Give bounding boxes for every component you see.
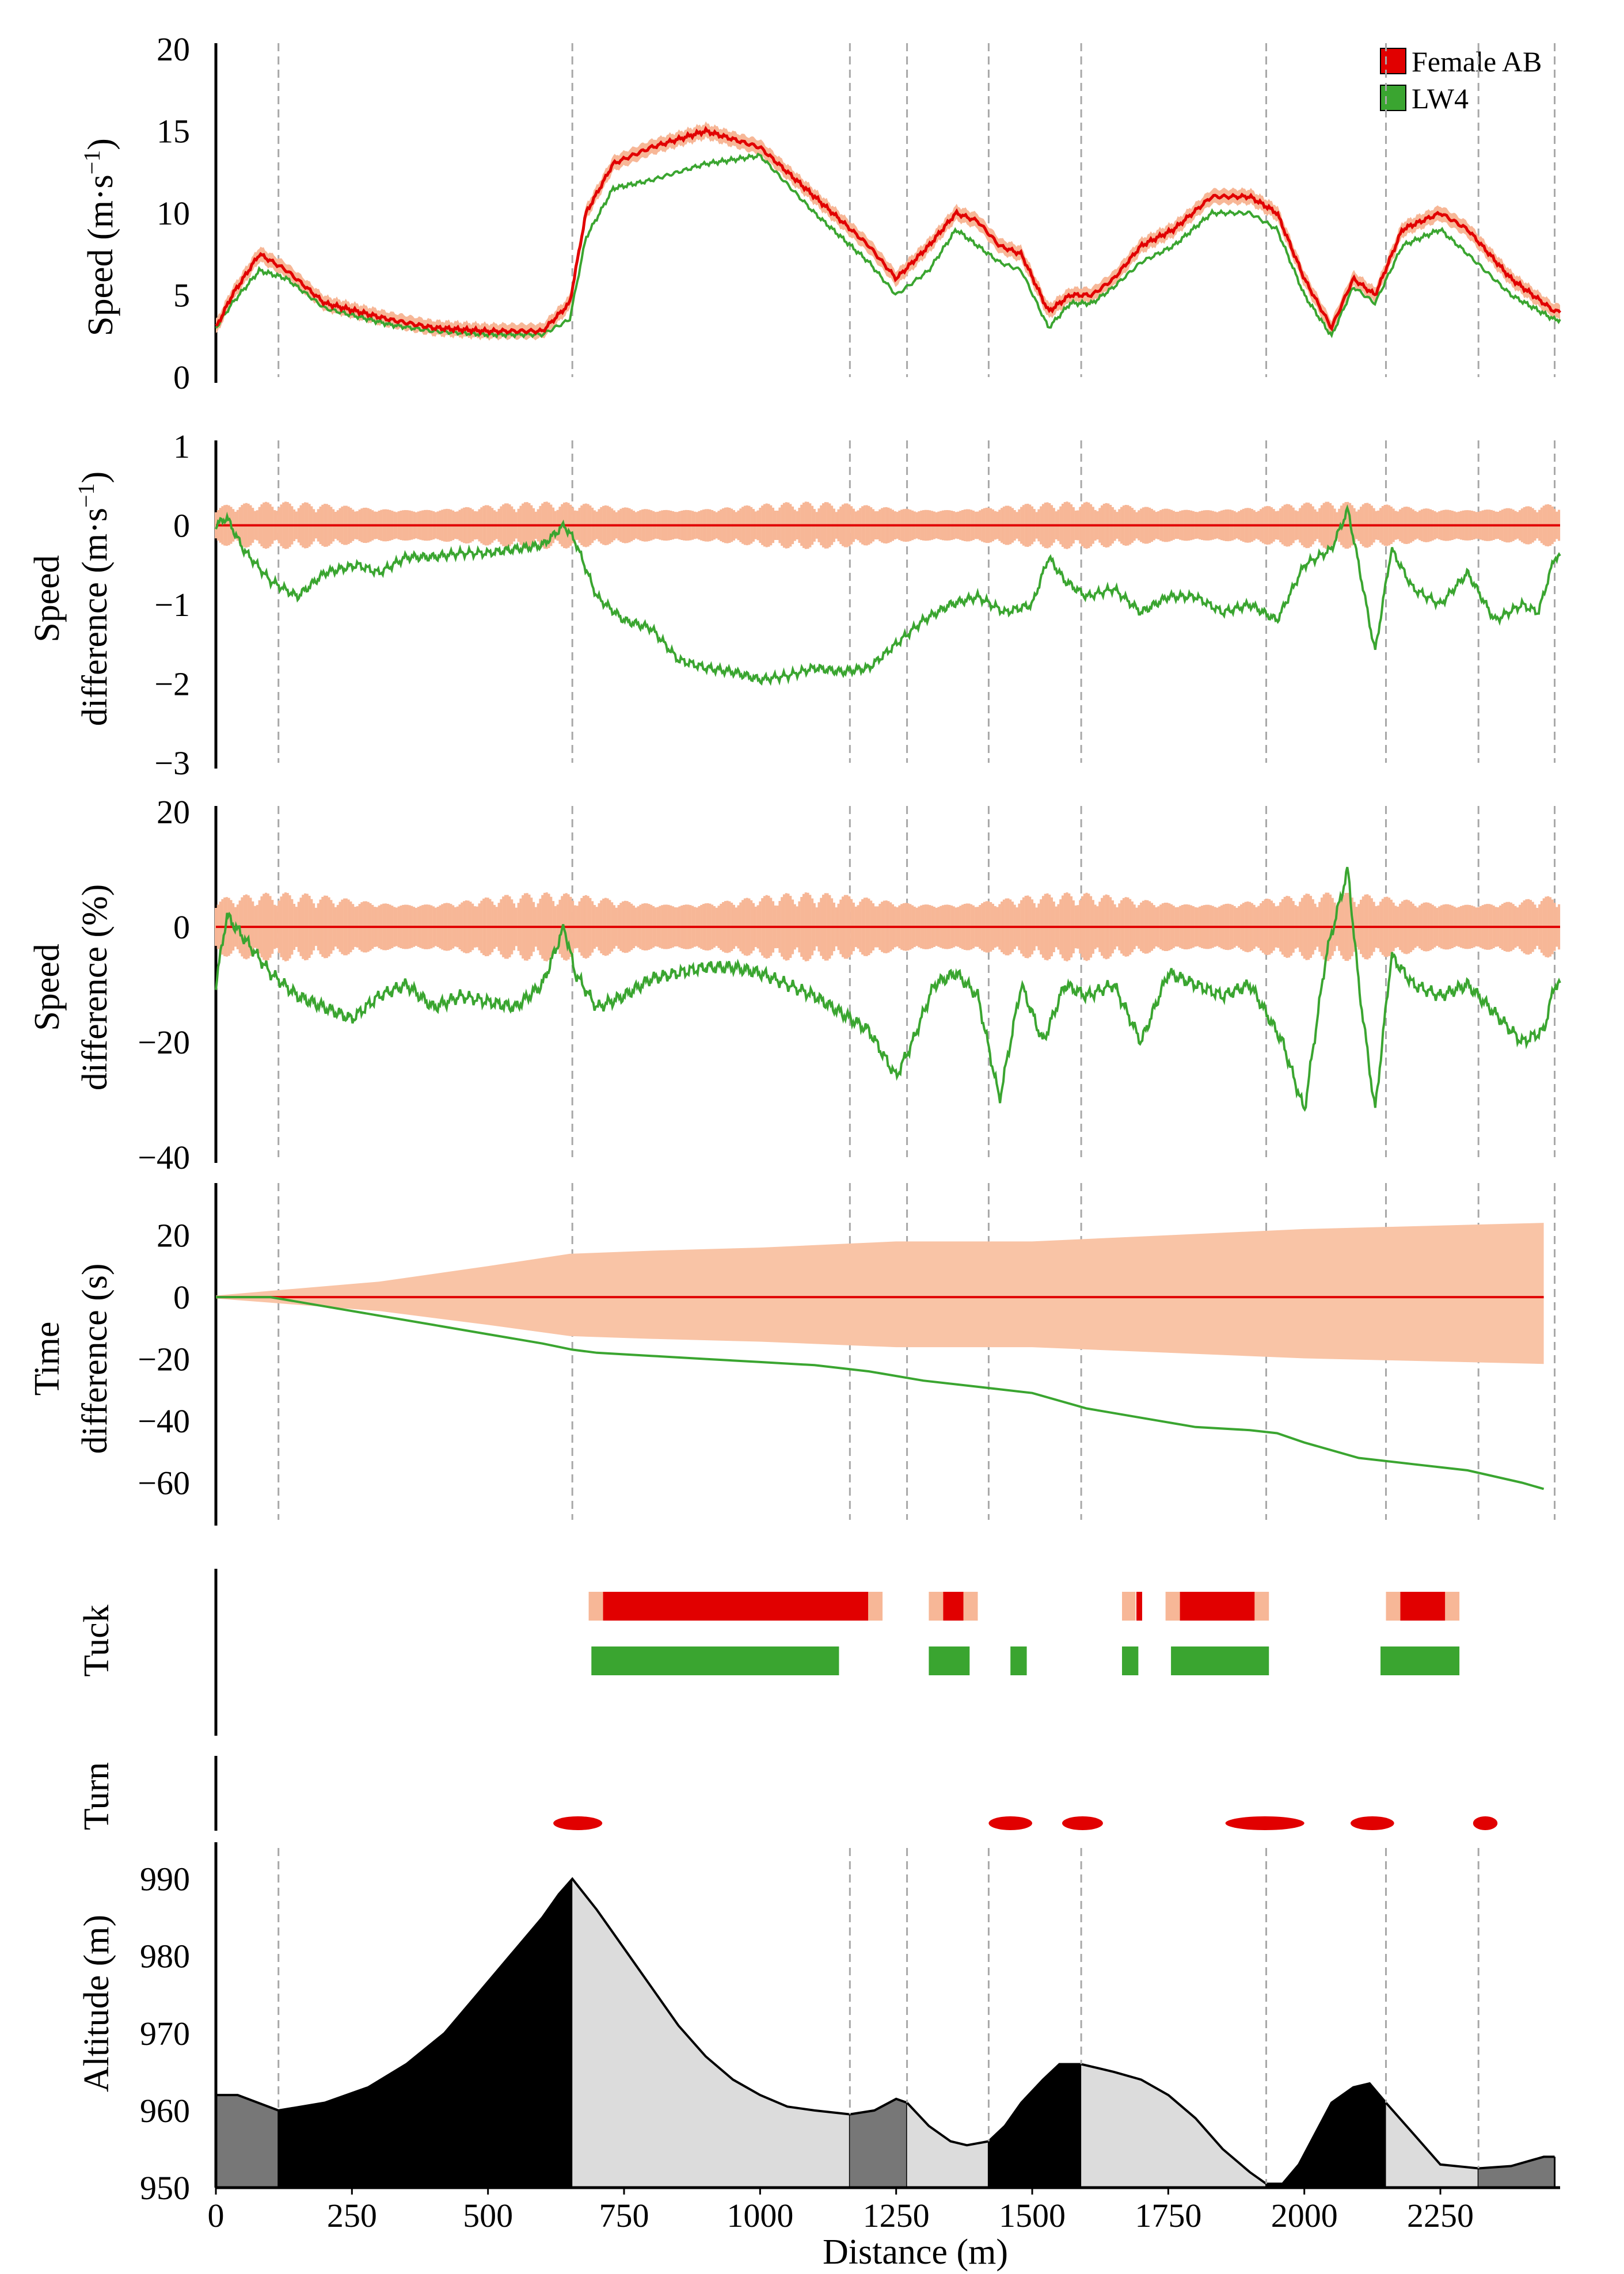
y-tick-label: 960	[140, 2092, 190, 2130]
y-tick-label: 0	[173, 507, 190, 545]
lw4-tuck-segment	[1380, 1646, 1460, 1675]
altitude-section-fill	[1478, 2157, 1555, 2188]
turn-marker	[988, 1816, 1033, 1830]
y-tick-label: 950	[140, 2169, 190, 2207]
y-tick-label: 10	[157, 195, 190, 232]
x-tick-label: 1250	[863, 2197, 930, 2234]
turn-marker	[1351, 1816, 1394, 1830]
turn-marker	[1225, 1816, 1304, 1830]
y-tick-label: 20	[157, 1217, 190, 1254]
lw4-tuck-segment	[591, 1646, 839, 1675]
female-ab-speed-line	[215, 126, 1561, 336]
turn-marker	[1062, 1816, 1103, 1830]
y-tick-label: 0	[173, 908, 190, 946]
lw4-time-line	[216, 1296, 1545, 1490]
y-tick-label: 0	[173, 359, 190, 396]
x-tick-label: 500	[463, 2197, 513, 2234]
y-tick-label: 15	[157, 113, 190, 150]
turn-marker	[553, 1816, 603, 1830]
y-tick-label: 20	[157, 31, 190, 68]
x-axis: 0 250 500 750 1000 1250 1500 1750 2000 2250	[208, 2186, 1560, 2234]
panel-turn: Turn	[77, 1756, 1498, 1831]
y-tick-label: −1	[154, 586, 190, 623]
altitude-section-fill	[572, 1878, 850, 2188]
x-tick-label: 250	[327, 2197, 377, 2234]
y-tick-label: 5	[173, 277, 190, 314]
y-tick-label: −20	[138, 1024, 190, 1061]
panel-altitude: Altitude (m) 950 960 970 980 990	[77, 1842, 1556, 2207]
speed-diff-ylabel-line2: difference (m·s−1)	[73, 471, 115, 726]
altitude-section-fill	[216, 2095, 279, 2188]
y-tick-label: 20	[157, 793, 190, 831]
female-ab-tuck-segment	[603, 1592, 869, 1621]
legend-swatch-lw4	[1380, 85, 1406, 111]
lw4-speed-line	[215, 152, 1561, 339]
y-tick-label: −3	[154, 744, 190, 782]
speed-pct-ylabel-line2: difference (%)	[75, 884, 115, 1091]
x-tick-label: 2250	[1407, 2197, 1474, 2234]
female-ab-tuck-segment	[1180, 1592, 1255, 1621]
legend-swatch-female-ab	[1380, 48, 1406, 74]
altitude-section-fill	[1081, 2064, 1267, 2188]
female-ab-tuck-segment	[1136, 1592, 1142, 1621]
lw4-difference-line	[215, 866, 1561, 1112]
female-ab-tuck-edge	[1121, 1592, 1136, 1621]
y-tick-label: 980	[140, 1938, 190, 1975]
altitude-section-fill	[278, 1878, 573, 2188]
altitude-section-fill	[988, 2064, 1082, 2188]
altitude-section-fill	[850, 2098, 907, 2188]
y-tick-label: 990	[140, 1861, 190, 1898]
lw4-tuck-segment	[1121, 1646, 1139, 1675]
y-tick-label: −20	[138, 1341, 190, 1378]
x-tick-label: 1500	[999, 2197, 1066, 2234]
legend: Female AB LW4	[1380, 45, 1542, 115]
altitude-profile-line	[216, 1877, 1555, 2185]
lw4-tuck-segment	[929, 1646, 970, 1675]
panel-speed: Speed (m·s−1) 0 5 10 15 20	[79, 31, 1561, 396]
altitude-ylabel: Altitude (m)	[77, 1915, 116, 2092]
altitude-section-fill	[907, 2102, 989, 2188]
lw4-tuck-segment	[1171, 1646, 1269, 1675]
time-diff-ylabel-line1: Time	[28, 1322, 67, 1396]
x-tick-label: 2000	[1271, 2197, 1338, 2234]
panel-tuck: Tuck	[77, 1569, 1460, 1736]
female-ab-tuck-segment	[1400, 1592, 1446, 1621]
x-tick-label: 1750	[1135, 2197, 1201, 2234]
y-tick-label: −60	[138, 1465, 190, 1502]
legend-label-female-ab: Female AB	[1412, 45, 1542, 78]
speed-pct-ylabel-line1: Speed	[28, 944, 67, 1031]
turn-label: Turn	[77, 1762, 116, 1830]
altitude-section-fill	[1266, 2083, 1386, 2188]
y-tick-label: −40	[138, 1402, 190, 1440]
y-tick-label: 970	[140, 2015, 190, 2052]
female-ab-tuck-segment	[943, 1592, 964, 1621]
time-diff-ylabel-line2: difference (s)	[75, 1263, 115, 1454]
panel-time-difference: Time difference (s) 20 0 −20 −40 −60	[28, 1183, 1556, 1526]
x-tick-label: 0	[208, 2197, 225, 2234]
turn-marker	[1473, 1816, 1498, 1830]
x-tick-label: 1000	[727, 2197, 793, 2234]
panel-speed-difference: Speed difference (m·s−1) 1 0 −1 −2 −3	[28, 428, 1561, 782]
lw4-tuck-segment	[1010, 1646, 1027, 1675]
female-ab-time-band	[216, 1223, 1544, 1364]
y-tick-label: −2	[154, 666, 190, 703]
tuck-label: Tuck	[77, 1604, 116, 1676]
lw4-difference-line	[215, 504, 1561, 686]
y-tick-label: −40	[138, 1139, 190, 1176]
female-ab-band	[216, 121, 1560, 341]
speed-ylabel: Speed (m·s−1)	[79, 138, 120, 336]
speed-diff-ylabel-line1: Speed	[28, 555, 67, 642]
panel-speed-difference-percent: Speed difference (%) 20 0 −20 −40	[28, 793, 1561, 1176]
x-tick-label: 750	[599, 2197, 649, 2234]
y-tick-label: 1	[173, 428, 190, 465]
x-axis-label: Distance (m)	[823, 2233, 1008, 2272]
legend-label-lw4: LW4	[1412, 82, 1469, 115]
altitude-section-fill	[1386, 2102, 1479, 2188]
y-tick-label: 0	[173, 1279, 190, 1316]
